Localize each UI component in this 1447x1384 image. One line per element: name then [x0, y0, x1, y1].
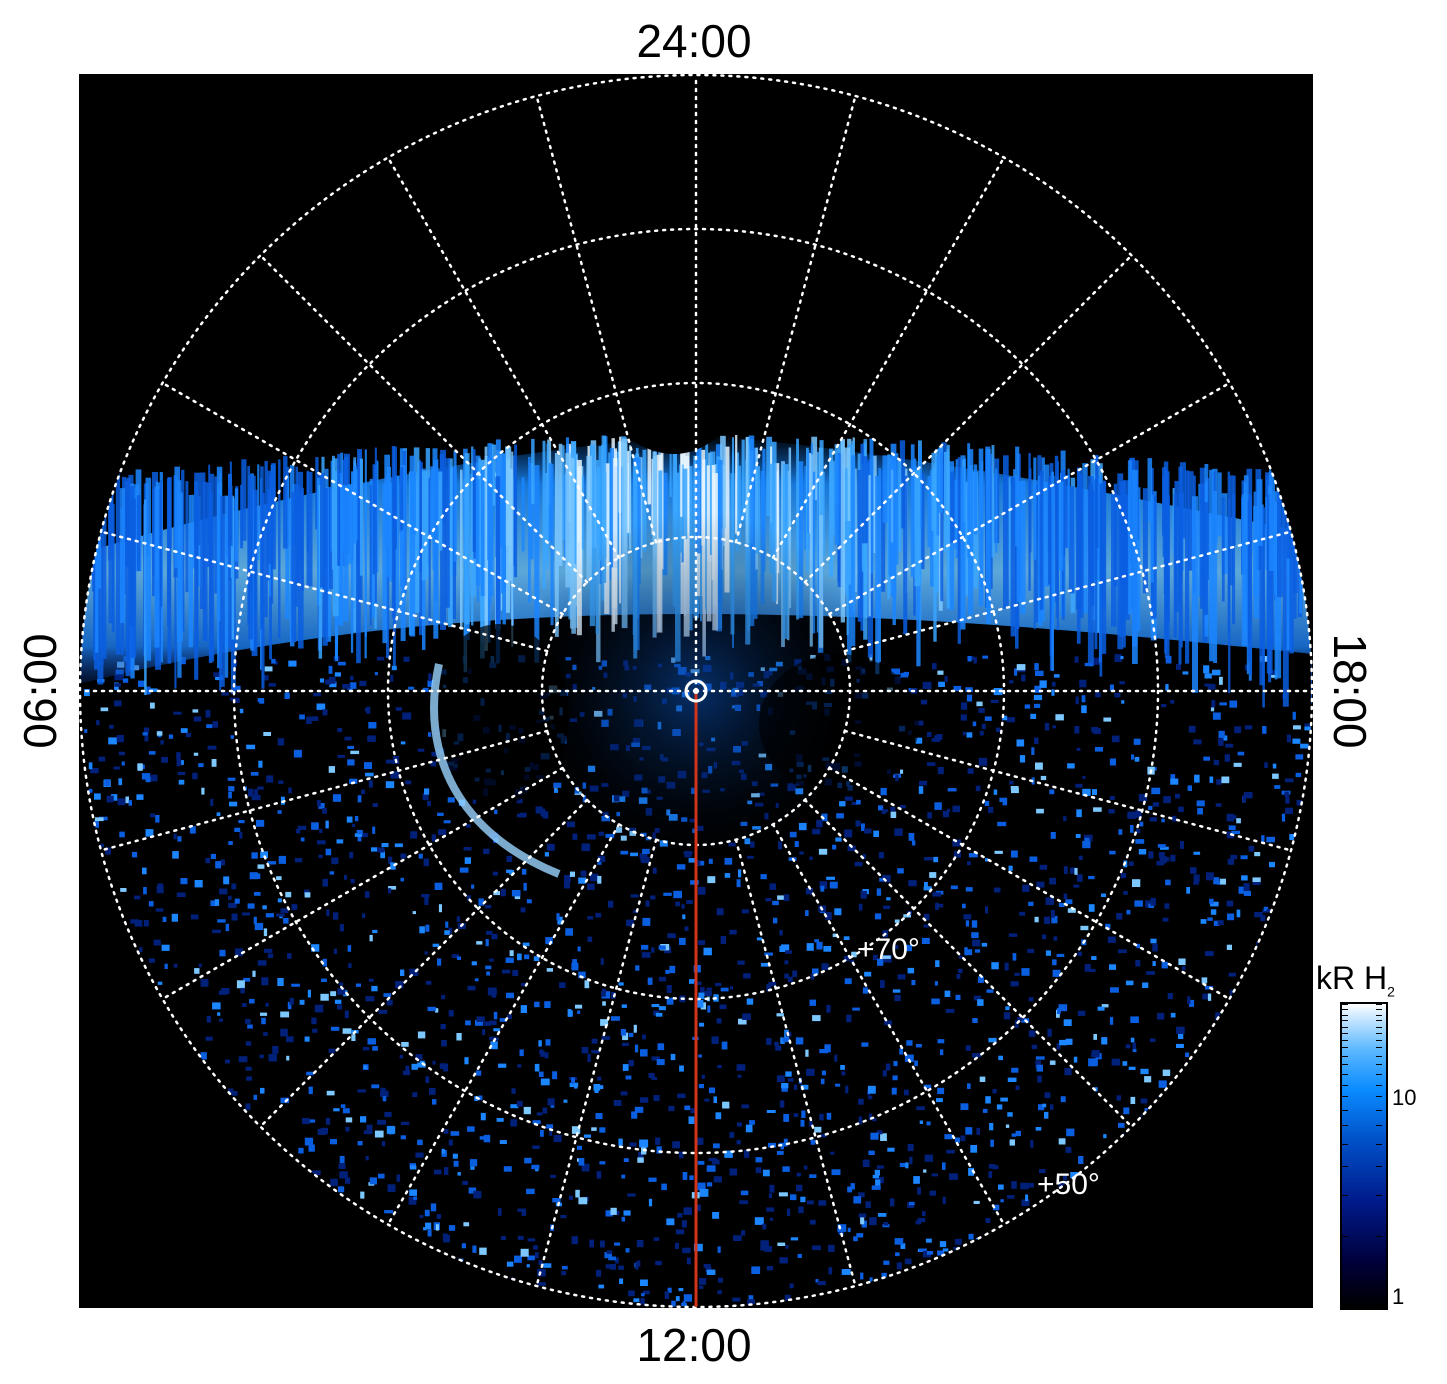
latitude-label: +70° — [857, 933, 920, 966]
meridian-line — [843, 729, 1293, 852]
colorbar-minor-tick — [1342, 1236, 1348, 1238]
local-time-label-noon: 12:00 — [636, 1319, 752, 1371]
colorbar-minor-tick — [1342, 1143, 1348, 1145]
meridian-line — [99, 530, 549, 653]
colorbar-minor-tick — [1342, 1125, 1348, 1127]
colorbar-minor-tick — [1376, 1096, 1382, 1098]
colorbar-minor-tick — [1342, 1166, 1348, 1168]
colorbar-minor-tick — [1376, 1020, 1382, 1022]
colorbar-minor-tick — [1342, 1096, 1348, 1098]
colorbar-minor-tick — [1376, 1306, 1382, 1307]
meridian-line — [734, 94, 857, 544]
polar-grid — [79, 74, 1313, 1308]
colorbar-minor-tick — [1342, 1084, 1348, 1086]
colorbar-minor-tick — [1376, 1040, 1382, 1041]
meridian-line — [771, 156, 1006, 559]
colorbar-minor-tick — [1376, 1143, 1382, 1145]
colorbar-minor-tick — [1376, 1047, 1382, 1049]
colorbar-minor-tick — [1342, 1073, 1348, 1075]
dawn-arc — [430, 663, 561, 878]
meridian-line — [843, 530, 1293, 653]
colorbar-minor-tick — [1342, 1047, 1348, 1049]
colorbar-minor-tick — [1342, 1195, 1348, 1197]
colorbar-minor-tick — [1342, 1064, 1348, 1066]
colorbar-minor-tick — [1376, 1195, 1382, 1197]
colorbar-minor-tick — [1342, 1306, 1348, 1307]
meridian-line — [386, 156, 621, 559]
colorbar-minor-tick — [1376, 1125, 1382, 1127]
latitude-circle — [232, 227, 1160, 1155]
colorbar-minor-tick — [1376, 1084, 1382, 1086]
latitude-circle — [386, 381, 1006, 1001]
polar-plot-area: +70° +50° — [79, 74, 1313, 1308]
colorbar-minor-tick — [1376, 1004, 1382, 1005]
meridian-line — [535, 94, 658, 544]
meridian-line — [161, 766, 564, 1001]
meridian-line — [535, 838, 658, 1288]
meridian-line — [828, 766, 1231, 1001]
colorbar-minor-tick — [1342, 1033, 1348, 1034]
meridian-line — [771, 823, 1006, 1226]
meridian-line — [259, 798, 589, 1128]
meridian-line — [99, 729, 549, 852]
colorbar-minor-tick — [1376, 1166, 1382, 1168]
overlay-marks: +70° +50° — [684, 679, 1100, 1307]
colorbar-minor-tick — [1376, 1055, 1382, 1057]
colorbar — [1340, 1002, 1388, 1310]
meridian-line — [828, 381, 1231, 616]
dark-region-dusk — [759, 654, 919, 794]
colorbar-minor-tick — [1342, 1014, 1348, 1016]
dark-region-dawn — [429, 624, 569, 804]
colorbar-minor-tick — [1342, 1009, 1348, 1011]
colorbar-minor-tick — [1376, 1073, 1382, 1075]
meridian-line — [734, 838, 857, 1288]
pole-marker — [684, 679, 708, 703]
meridian-line — [259, 254, 589, 584]
colorbar-minor-tick — [1376, 1064, 1382, 1066]
colorbar-minor-tick — [1342, 1055, 1348, 1057]
colorbar-unit-label: kR H2 — [1316, 960, 1395, 1000]
meridian-line — [803, 254, 1133, 584]
local-time-label-midnight: 24:00 — [636, 15, 752, 67]
colorbar-minor-tick — [1342, 1004, 1348, 1005]
colorbar-minor-tick — [1376, 1009, 1382, 1011]
colorbar-tick-1: 1 — [1392, 1284, 1405, 1309]
colorbar-minor-tick — [1342, 1109, 1348, 1111]
local-time-label-dawn: 06:00 — [14, 633, 66, 749]
colorbar-minor-tick — [1342, 1026, 1348, 1028]
polar-heatmap: +70° +50° — [79, 74, 1313, 1308]
colorbar-minor-tick — [1376, 1033, 1382, 1034]
colorbar-minor-tick — [1376, 1109, 1382, 1111]
local-time-label-dusk: 18:00 — [1324, 633, 1376, 749]
colorbar-minor-tick — [1342, 1020, 1348, 1022]
colorbar-minor-tick — [1376, 1236, 1382, 1238]
colorbar-tick-10: 10 — [1392, 1085, 1417, 1110]
meridian-line — [386, 823, 621, 1226]
colorbar-minor-tick — [1376, 1014, 1382, 1016]
meridian-line — [803, 798, 1133, 1128]
latitude-label: +50° — [1037, 1168, 1100, 1201]
meridian-line — [161, 381, 564, 616]
colorbar-minor-tick — [1376, 1026, 1382, 1028]
pole-marker-dot — [693, 688, 699, 694]
colorbar-minor-tick — [1342, 1040, 1348, 1041]
